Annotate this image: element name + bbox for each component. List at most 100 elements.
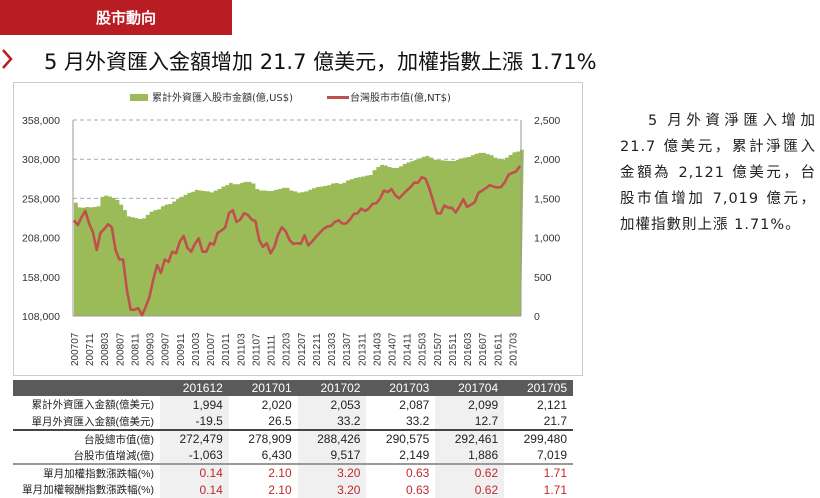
x-tick-label: 201103 [236, 333, 247, 366]
table-cell: 2.10 [228, 463, 298, 481]
x-tick-label: 201307 [342, 332, 353, 366]
table-cell: 2,099 [435, 396, 505, 413]
table-cell: 0.14 [160, 463, 229, 481]
table-cell: 0.14 [160, 481, 229, 498]
x-tick-label: 201603 [463, 332, 474, 366]
row-label: 單月外資匯入金額(億美元) [31, 415, 155, 428]
row-label: 單月加權報酬指數漲跌幅(%) [22, 484, 154, 496]
y-right-tick-label: 2,500 [534, 115, 560, 127]
x-tick-label: 201611 [493, 333, 504, 366]
table-cell: 2,020 [261, 397, 292, 412]
y-right-tick-label: 1,500 [534, 193, 560, 205]
y-left-tick-label: 258,000 [22, 193, 60, 205]
table-row: 單月加權指數漲跌幅(%) 0.14 2.10 3.20 0.63 0.62 1.71 [13, 463, 573, 481]
chevron-right-icon [2, 49, 13, 69]
x-tick-label: 200911 [176, 333, 187, 366]
table-cell: 9,517 [297, 447, 367, 464]
x-tick-label: 201107 [251, 333, 262, 366]
table-cell: 33.2 [297, 413, 367, 430]
table-cell: 7,019 [536, 448, 567, 462]
legend-label-line: 台灣股市市值(億,NT$) [350, 91, 451, 104]
chart-frame [13, 82, 583, 376]
table-cell: 12.7 [435, 413, 505, 430]
table-cell: 2.10 [268, 482, 292, 497]
column-header: 201704 [435, 380, 505, 396]
table-cell: 288,426 [297, 429, 367, 447]
header-blank [13, 380, 160, 396]
y-left-tick-label: 208,000 [22, 233, 60, 245]
series-line-market-cap [72, 165, 522, 317]
column-header: 201705 [504, 380, 573, 396]
x-tick-label: 201403 [372, 332, 383, 366]
table-row: 單月加權報酬指數漲跌幅(%) 0.14 2.10 3.20 0.63 0.62 1.71 [13, 481, 573, 498]
section-tab: 股市動向 [0, 0, 232, 35]
table-cell: 292,461 [435, 429, 505, 447]
summary-text: 5 月外資淨匯入增加 21.7 億美元，累計淨匯入金額為 2,121 億美元，台… [620, 113, 816, 233]
y-left-tick-label: 358,000 [22, 115, 60, 127]
x-tick-label: 201511 [448, 333, 459, 366]
table-cell: 1.71 [543, 482, 567, 497]
x-tick-label: 201607 [478, 332, 489, 366]
x-tick-label: 200803 [100, 332, 111, 366]
table-cell: 2,087 [399, 397, 430, 412]
row-label: 累計外資匯入金額(億美元) [31, 399, 155, 411]
table-cell: 278,909 [228, 429, 298, 447]
x-tick-label: 201311 [357, 333, 368, 366]
table-row: 台股總市值(億) 272,479 278,909 288,426 290,575 292,… [13, 429, 573, 447]
y-right-tick-label: 2,000 [534, 154, 560, 166]
row-label: 台股總市值(億) [13, 429, 160, 447]
table-row: 台股市值增減(億) -1,063 6,430 9,517 2,149 1,886 7,019 [13, 447, 573, 464]
table-cell: 0.62 [435, 463, 505, 481]
table-cell: 290,575 [366, 429, 436, 447]
table-cell: 0.63 [405, 482, 430, 497]
x-tick-label: 200811 [130, 333, 141, 366]
x-tick-label: 200907 [161, 332, 172, 366]
table-cell: 1.71 [504, 463, 573, 481]
legend-swatch-area [130, 94, 148, 101]
table-cell: 33.2 [405, 414, 430, 428]
x-tick-label: 200903 [146, 332, 157, 366]
column-header: 201702 [297, 380, 367, 396]
table-cell: 0.62 [435, 481, 505, 498]
table-cell: 0.63 [366, 463, 436, 481]
table-row: 累計外資匯入金額(億美元) 1,994 2,020 2,053 2,087 2,099 2,… [13, 396, 573, 413]
x-tick-label: 201503 [418, 332, 429, 366]
y-left-tick-label: 308,000 [22, 154, 60, 166]
x-tick-label: 201111 [267, 334, 278, 366]
table-row: 單月外資匯入金額(億美元) -19.5 26.5 33.2 33.2 12.7 21.7 [13, 413, 573, 430]
y-right-tick-label: 500 [534, 272, 552, 284]
column-header: 201703 [366, 380, 436, 396]
y-left-tick-label: 158,000 [22, 272, 60, 284]
table-cell: 6,430 [261, 448, 292, 462]
y-right-tick-label: 1,000 [534, 233, 560, 245]
table-cell: 1,994 [160, 396, 229, 413]
x-tick-label: 201203 [282, 332, 293, 366]
legend-swatch-line [327, 96, 349, 99]
table-cell: 3.20 [297, 463, 367, 481]
x-tick-label: 200807 [115, 332, 126, 366]
column-header: 201701 [228, 380, 298, 396]
x-tick-label: 200707 [70, 332, 81, 366]
table-cell: 1,886 [435, 447, 505, 464]
table-cell: 272,479 [160, 429, 229, 447]
table-cell: -19.5 [160, 413, 229, 430]
table-cell: 21.7 [543, 414, 567, 428]
x-tick-label: 201407 [387, 332, 398, 366]
table-cell: 26.5 [268, 414, 292, 428]
page-title: 5 月外資匯入金額增加 21.7 億美元，加權指數上漲 1.71% [44, 50, 597, 74]
x-tick-label: 201211 [312, 333, 323, 366]
table-cell: 2,053 [297, 396, 367, 413]
column-header: 201612 [160, 380, 229, 396]
table-cell: 299,480 [504, 429, 573, 447]
x-tick-label: 201303 [327, 332, 338, 366]
x-tick-label: 201011 [221, 333, 232, 366]
table-cell: -1,063 [160, 447, 229, 464]
table-cell: 2,121 [536, 397, 567, 412]
x-tick-label: 201411 [403, 333, 414, 366]
row-label: 單月加權指數漲跌幅(%) [13, 463, 160, 481]
x-tick-label: 201007 [206, 332, 217, 366]
x-tick-label: 201207 [297, 332, 308, 366]
y-left-tick-label: 108,000 [22, 311, 60, 323]
row-label: 台股市值增減(億) [73, 449, 155, 462]
